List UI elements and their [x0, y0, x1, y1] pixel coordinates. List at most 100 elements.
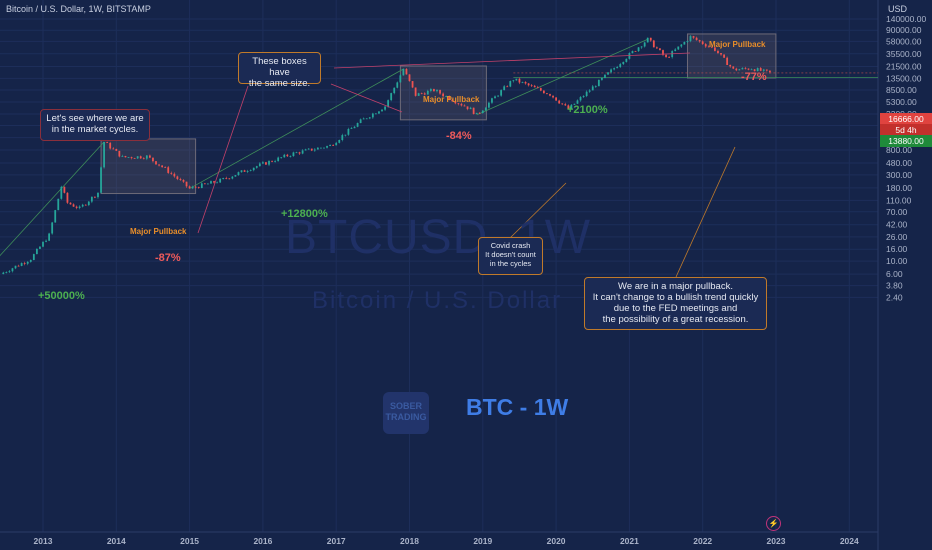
- candle-body: [753, 69, 756, 72]
- candle-body: [628, 53, 631, 59]
- candle-body: [20, 263, 23, 266]
- y-tick-label: 6.00: [886, 269, 903, 279]
- candle-body: [582, 96, 585, 98]
- candle-body: [659, 48, 661, 51]
- pullback-change-2022: -77%: [741, 71, 767, 83]
- candle-body: [549, 94, 551, 96]
- candle-body: [652, 40, 655, 48]
- gain-trendline-2: [476, 38, 648, 116]
- candle-body: [8, 271, 11, 273]
- candle-body: [463, 105, 466, 107]
- candle-body: [35, 248, 38, 255]
- candle-body: [707, 46, 710, 48]
- candle-body: [668, 57, 671, 58]
- y-tick-label: 180.00: [886, 183, 912, 193]
- candle-body: [356, 123, 359, 127]
- candle-body: [94, 196, 96, 198]
- candle-body: [417, 93, 420, 96]
- chart-header: Bitcoin / U.S. Dollar, 1W, BITSTAMP: [6, 4, 151, 14]
- candle-body: [191, 186, 194, 189]
- candle-body: [503, 86, 506, 91]
- boxes-arrow-line-1: [197, 85, 249, 234]
- x-tick-label: 2019: [473, 536, 492, 546]
- candle-body: [481, 110, 484, 114]
- x-tick-label: 2015: [180, 536, 199, 546]
- candle-body: [408, 74, 411, 82]
- candle-body: [161, 165, 164, 168]
- candle-body: [78, 206, 81, 208]
- candle-body: [262, 162, 264, 164]
- candle-body: [472, 107, 475, 115]
- candle-body: [643, 42, 646, 47]
- candle-body: [521, 81, 524, 83]
- candle-body: [17, 265, 20, 267]
- boxes-arrow-line-2: [330, 83, 403, 113]
- candle-body: [637, 47, 640, 52]
- candle-body: [63, 186, 66, 193]
- candle-body: [87, 201, 90, 206]
- pullback-label-2018: Major Pullback: [423, 95, 480, 104]
- x-tick-label: 2017: [327, 536, 346, 546]
- candle-body: [750, 69, 753, 71]
- candle-body: [591, 86, 594, 91]
- watermark-symbol: BTCUSD, 1W: [285, 211, 592, 264]
- y-tick-label: 70.00: [886, 207, 908, 217]
- candle-body: [194, 186, 197, 188]
- x-tick-label: 2024: [840, 536, 859, 546]
- candle-body: [573, 103, 576, 105]
- candle-body: [359, 119, 362, 124]
- candle-body: [2, 272, 5, 275]
- candle-body: [75, 206, 78, 208]
- candle-body: [375, 113, 377, 115]
- candle-body: [289, 156, 292, 157]
- y-axis-area: [878, 0, 932, 550]
- candle-body: [231, 176, 234, 179]
- candle-body: [433, 89, 435, 92]
- candle-body: [640, 46, 643, 48]
- candle-body: [451, 99, 454, 102]
- candle-body: [344, 134, 347, 136]
- candle-body: [203, 183, 206, 185]
- candle-body: [442, 93, 444, 97]
- candle-body: [326, 146, 328, 148]
- current-connector-line: [675, 146, 736, 278]
- candle-body: [14, 265, 17, 269]
- candle-body: [649, 37, 652, 41]
- candle-body: [698, 40, 701, 42]
- candle-body: [127, 157, 130, 158]
- candle-body: [258, 163, 261, 167]
- candle-body: [457, 103, 460, 105]
- candle-body: [466, 106, 469, 110]
- candle-body: [45, 240, 47, 242]
- candle-body: [726, 57, 729, 65]
- candle-body: [29, 260, 32, 262]
- candle-body: [622, 61, 625, 65]
- candle-body: [136, 156, 139, 159]
- candle-body: [109, 142, 112, 149]
- boxes-note: These boxes have the same size.: [238, 52, 321, 89]
- y-tick-label: 2.40: [886, 292, 903, 302]
- candle-body: [378, 111, 380, 114]
- candle-body: [439, 90, 441, 94]
- candle-body: [631, 51, 634, 54]
- candle-body: [353, 126, 356, 129]
- candle-body: [729, 64, 732, 67]
- candle-body: [72, 204, 75, 207]
- candle-body: [103, 142, 105, 168]
- candle-body: [274, 161, 277, 162]
- x-tick-label: 2014: [107, 536, 126, 546]
- y-tick-label: 110.00: [886, 195, 912, 205]
- candle-body: [240, 170, 243, 173]
- candle-body: [301, 150, 304, 154]
- candle-body: [197, 187, 200, 189]
- candle-body: [610, 69, 612, 73]
- candle-body: [133, 158, 136, 159]
- candle-body: [588, 90, 591, 92]
- flash-icon[interactable]: ⚡: [766, 516, 781, 531]
- y-tick-label: 300.00: [886, 170, 912, 180]
- candle-body: [402, 69, 405, 76]
- y-tick-label: 8500.00: [886, 85, 917, 95]
- candle-body: [539, 88, 542, 91]
